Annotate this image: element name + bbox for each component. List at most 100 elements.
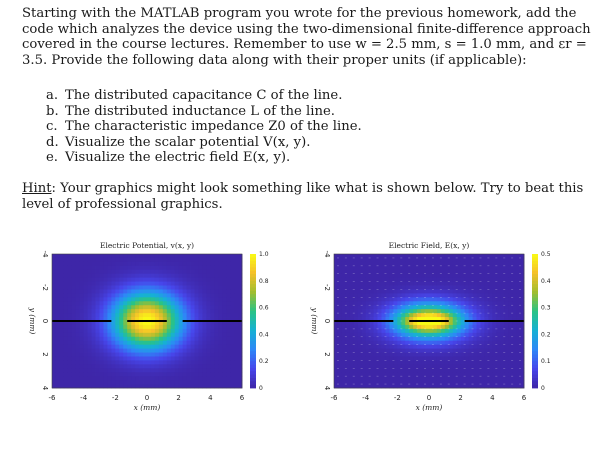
heatmap-cell — [123, 281, 128, 286]
heatmap-cell — [135, 273, 140, 279]
heatmap-cell — [405, 340, 410, 346]
heatmap-cell — [460, 376, 466, 381]
heatmap-cell — [440, 321, 446, 326]
heatmap-cell — [373, 352, 378, 357]
heatmap-cell — [349, 254, 355, 259]
heatmap-cell — [460, 313, 466, 318]
heatmap-cell — [174, 265, 180, 271]
heatmap-cell — [385, 372, 390, 377]
heatmap-cell — [107, 344, 112, 349]
heatmap-cell — [87, 305, 92, 310]
heatmap-cell — [170, 277, 176, 282]
heatmap-cell — [448, 328, 454, 334]
heatmap-cell — [63, 368, 69, 373]
heatmap-cell — [206, 317, 211, 322]
heatmap-cell — [393, 269, 398, 275]
heatmap-cell — [206, 273, 211, 279]
heatmap-cell — [143, 368, 148, 373]
heatmap-cell — [492, 313, 497, 318]
heatmap-cell — [421, 313, 426, 318]
heatmap-cell — [385, 301, 390, 306]
list-item: c. The characteristic impedance Z0 of the… — [46, 119, 362, 135]
heatmap-cell — [154, 257, 160, 263]
heatmap-cell — [166, 317, 172, 322]
heatmap-cell — [472, 344, 477, 349]
heatmap-cell — [123, 317, 128, 322]
heatmap-cell — [444, 368, 450, 373]
heatmap-cell — [75, 293, 81, 298]
heatmap-cell — [413, 313, 418, 318]
heatmap-cell — [91, 273, 96, 279]
heatmap-cell — [139, 273, 144, 279]
heatmap-cell — [377, 301, 382, 306]
heatmap-cell — [353, 269, 359, 275]
heatmap-cell — [436, 289, 442, 294]
heatmap-cell — [123, 372, 128, 377]
x-tick-label: 2 — [458, 394, 462, 402]
heatmap-cell — [131, 257, 136, 263]
heatmap-cell — [71, 332, 77, 338]
heatmap-cell — [448, 364, 454, 369]
heatmap-cell — [194, 321, 199, 326]
heatmap-cell — [456, 281, 462, 286]
heatmap-cell — [468, 289, 473, 294]
heatmap-cell — [79, 321, 85, 326]
heatmap-cell — [111, 336, 116, 342]
heatmap-cell — [484, 317, 489, 322]
heatmap-cell — [361, 344, 367, 349]
heatmap-cell — [75, 301, 81, 306]
heatmap-cell — [107, 324, 112, 330]
heatmap-cell — [99, 305, 104, 310]
colorbar-segment — [250, 257, 256, 262]
heatmap-cell — [500, 348, 505, 353]
heatmap-cell — [516, 372, 521, 377]
heatmap-cell — [401, 356, 406, 361]
heatmap-cell — [111, 305, 116, 310]
heatmap-cell — [107, 321, 112, 326]
heatmap-cell — [425, 301, 430, 306]
heatmap-cell — [361, 317, 367, 322]
heatmap-cell — [369, 356, 374, 361]
heatmap-cell — [166, 336, 172, 342]
heatmap-cell — [147, 348, 152, 353]
heatmap-cell — [397, 301, 402, 306]
heatmap-cell — [512, 301, 517, 306]
heatmap-cell — [488, 317, 493, 322]
heatmap-cell — [230, 297, 235, 302]
heatmap-cell — [341, 301, 347, 306]
heatmap-cell — [492, 332, 497, 338]
heatmap-cell — [139, 352, 144, 357]
heatmap-cell — [508, 328, 513, 334]
heatmap-cell — [421, 336, 426, 342]
heatmap-cell — [460, 321, 466, 326]
heatmap-cell — [174, 285, 180, 290]
heatmap-cell — [389, 380, 394, 385]
heatmap-cell — [464, 261, 469, 267]
heatmap-cell — [87, 332, 92, 338]
heatmap-cell — [405, 289, 410, 294]
heatmap-cell — [401, 269, 406, 275]
heatmap-cell — [405, 281, 410, 286]
heatmap-cell — [182, 301, 187, 306]
heatmap-cell — [377, 336, 382, 342]
heatmap-cell — [59, 352, 65, 357]
heatmap-cell — [464, 376, 469, 381]
heatmap-cell — [87, 281, 92, 286]
heatmap-cell — [206, 332, 211, 338]
heatmap-cell — [413, 281, 418, 286]
heatmap-cell — [452, 305, 458, 310]
heatmap-cell — [234, 313, 239, 318]
heatmap-cell — [456, 328, 462, 334]
heatmap-cell — [202, 352, 207, 357]
heatmap-cell — [425, 340, 430, 346]
heatmap-cell — [464, 352, 469, 357]
heatmap-cell — [488, 301, 493, 306]
heatmap-cell — [115, 293, 120, 298]
heatmap-cell — [75, 309, 81, 314]
heatmap-cell — [174, 360, 180, 365]
heatmap-cell — [361, 273, 367, 279]
heatmap-cell — [472, 265, 477, 271]
heatmap-cell — [150, 348, 156, 353]
heatmap-cell — [158, 352, 164, 357]
heatmap-cell — [238, 277, 243, 282]
